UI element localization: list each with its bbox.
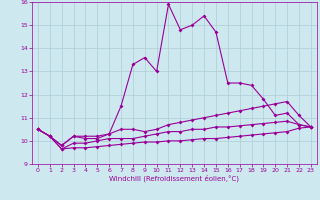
X-axis label: Windchill (Refroidissement éolien,°C): Windchill (Refroidissement éolien,°C) — [109, 175, 239, 182]
